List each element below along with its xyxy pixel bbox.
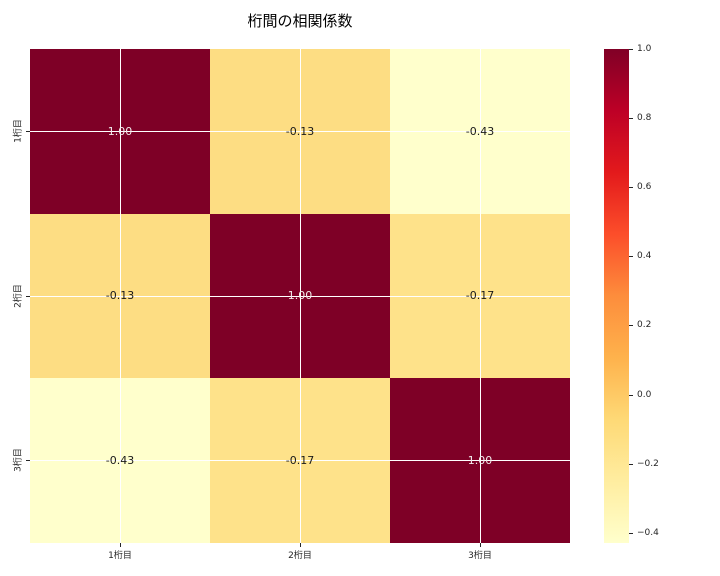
gridline (30, 295, 570, 297)
colorbar-tick-label: −0.4 (637, 528, 659, 538)
colorbar-tick-label: 0.8 (637, 113, 652, 123)
cell-value: -0.43 (465, 124, 495, 138)
colorbar-tick (629, 187, 633, 188)
colorbar-tick-label: 0.4 (637, 251, 652, 261)
gridline (30, 130, 570, 132)
cell-value: -0.17 (465, 289, 495, 303)
x-axis-tick (479, 543, 481, 547)
y-axis-tick (26, 131, 30, 132)
y-axis-tick (26, 460, 30, 461)
gridline (30, 460, 570, 462)
colorbar-gradient (604, 49, 629, 543)
x-tick-label: 1桁目 (108, 551, 132, 561)
cell-value: 1.00 (107, 124, 133, 138)
y-tick-label: 3桁目 (13, 448, 24, 472)
cell-value: -0.13 (285, 124, 315, 138)
colorbar-tick (629, 533, 633, 534)
colorbar-tick-label: −0.2 (637, 459, 659, 469)
cell-value: 1.00 (287, 289, 313, 303)
colorbar-tick (629, 256, 633, 257)
colorbar-tick-label: 0.6 (637, 182, 652, 192)
y-axis-tick (26, 296, 30, 297)
colorbar-tick (629, 49, 633, 50)
colorbar-tick (629, 325, 633, 326)
colorbar-tick-label: 0.0 (637, 390, 652, 400)
colorbar-tick (629, 395, 633, 396)
colorbar-tick (629, 464, 633, 465)
x-axis-tick (299, 543, 301, 547)
colorbar-tick-label: 1.0 (637, 44, 652, 54)
x-tick-label: 3桁目 (468, 551, 492, 561)
colorbar-tick (629, 118, 633, 119)
chart-title: 桁間の相関係数 (247, 12, 353, 30)
cell-value: 1.00 (467, 454, 493, 468)
y-tick-label: 2桁目 (13, 284, 24, 308)
x-tick-label: 2桁目 (288, 551, 312, 561)
cell-value: -0.13 (105, 289, 135, 303)
cell-value: -0.43 (105, 454, 135, 468)
heatmap-grid: 1.00 -0.13 -0.43 -0.13 1.00 -0.17 -0.43 … (30, 49, 570, 543)
cell-value: -0.17 (285, 454, 315, 468)
y-tick-label: 1桁目 (13, 119, 24, 143)
x-axis-tick (119, 543, 121, 547)
colorbar-tick-label: 0.2 (637, 320, 652, 330)
